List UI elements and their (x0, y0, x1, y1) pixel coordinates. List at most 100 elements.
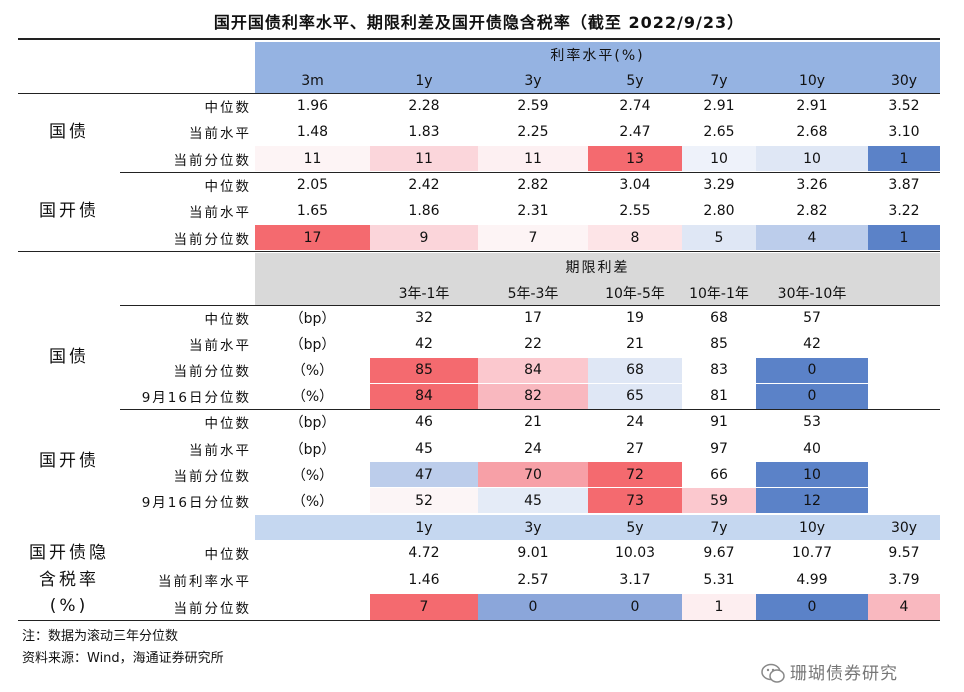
column-header: 10y (798, 72, 826, 89)
row-label: 当前分位数 (173, 152, 251, 169)
cell: 82 (478, 383, 588, 409)
row-label: 当前分位数 (173, 364, 251, 381)
row-label: 当前利率水平 (158, 574, 251, 591)
unit: （%） (291, 467, 334, 484)
cell: 3.29 (703, 177, 735, 194)
cell: 57 (803, 310, 821, 327)
group-label: 国债 (49, 121, 89, 142)
cell: 1 (682, 593, 756, 620)
cell: 17 (524, 310, 542, 327)
cell: 83 (682, 357, 756, 383)
column-header: 3年-1年 (398, 285, 450, 302)
rule (18, 38, 940, 40)
column-header: 7y (710, 519, 728, 536)
cell: 21 (524, 414, 542, 431)
column-header: 30y (890, 72, 918, 89)
unit: （%） (291, 493, 334, 510)
cell: 3.26 (796, 177, 828, 194)
rule (120, 171, 940, 173)
unit: （%） (291, 389, 334, 406)
header-bg (255, 515, 940, 540)
cell: 2.80 (703, 203, 735, 220)
cell: 65 (588, 383, 682, 409)
cell: 24 (524, 440, 542, 457)
cell: 1.83 (408, 124, 440, 141)
column-header: 30y (890, 519, 918, 536)
cell: 3.87 (888, 177, 920, 194)
row-label: 当前水平 (189, 338, 251, 355)
cell: 3.17 (619, 572, 651, 589)
cell: 3.79 (888, 572, 920, 589)
cell: 2.57 (517, 572, 549, 589)
column-header: 5y (626, 519, 644, 536)
section-header: 利率水平(%) (550, 48, 645, 64)
unit: （bp） (289, 311, 336, 328)
cell: 66 (682, 462, 756, 488)
cell: 32 (415, 310, 433, 327)
cell: 8 (588, 225, 682, 251)
cell: 21 (626, 336, 644, 353)
cell: 12 (756, 488, 868, 514)
note: 资料来源：Wind，海通证券研究所 (22, 651, 224, 666)
cell: 85 (710, 336, 728, 353)
cell: 7 (370, 593, 478, 620)
cell: 1 (868, 146, 940, 172)
row-label: 9月16日分位数 (141, 390, 251, 407)
watermark: 珊瑚债券研究 (790, 664, 898, 684)
cell: 10 (682, 146, 756, 172)
cell: 4.99 (796, 572, 828, 589)
cell: 53 (803, 414, 821, 431)
cell: 22 (524, 336, 542, 353)
header-bg (255, 253, 940, 305)
cell: 10.77 (791, 545, 833, 562)
column-header: 1y (415, 519, 433, 536)
cell: 4 (868, 593, 940, 620)
row-label: 当前水平 (189, 126, 251, 143)
cell: 2.68 (796, 124, 828, 141)
section-header: 期限利差 (565, 259, 630, 276)
cell: 2.59 (517, 98, 549, 115)
cell: 2.82 (517, 177, 549, 194)
cell: 1.65 (296, 203, 329, 220)
cell: 59 (682, 488, 756, 514)
cell: 0 (478, 593, 588, 620)
group-label: 国开债 (39, 451, 99, 472)
cell: 42 (803, 336, 821, 353)
cell: 9.67 (703, 545, 735, 562)
cell: 40 (803, 440, 821, 457)
cell: 1.46 (408, 572, 440, 589)
title: 国开国债利率水平、期限利差及国开债隐含税率（截至 2022/9/23） (213, 13, 745, 32)
watermark-icon (761, 663, 785, 683)
row-label: 中位数 (204, 312, 251, 329)
cell: 1.48 (296, 124, 329, 141)
cell: 1.86 (408, 203, 440, 220)
cell: 73 (588, 488, 682, 514)
row-label: 当前水平 (189, 442, 251, 459)
cell: 3.52 (888, 98, 920, 115)
column-header: 5y (626, 72, 644, 89)
cell: 3.22 (888, 203, 920, 220)
cell: 0 (756, 593, 868, 620)
cell: 24 (626, 414, 644, 431)
column-header: 3y (524, 72, 542, 89)
column-header: 30年-10年 (777, 285, 847, 302)
cell: 84 (478, 357, 588, 383)
cell: 2.82 (796, 203, 828, 220)
group-label-line: (%) (49, 596, 89, 617)
note: 注：数据为滚动三年分位数 (22, 629, 179, 644)
cell: 91 (710, 414, 728, 431)
cell: 2.47 (619, 124, 651, 141)
row-label: 当前分位数 (173, 468, 251, 485)
cell: 2.25 (517, 124, 549, 141)
column-header: 7y (710, 72, 728, 89)
header-bg (255, 42, 940, 93)
unit: （%） (291, 363, 334, 380)
cell: 2.91 (796, 98, 828, 115)
cell: 0 (588, 593, 682, 620)
column-header: 10年-5年 (605, 285, 665, 302)
cell: 45 (415, 440, 433, 457)
cell: 10 (756, 146, 868, 172)
group-label: 国债 (49, 346, 89, 367)
cell: 7 (478, 225, 588, 251)
